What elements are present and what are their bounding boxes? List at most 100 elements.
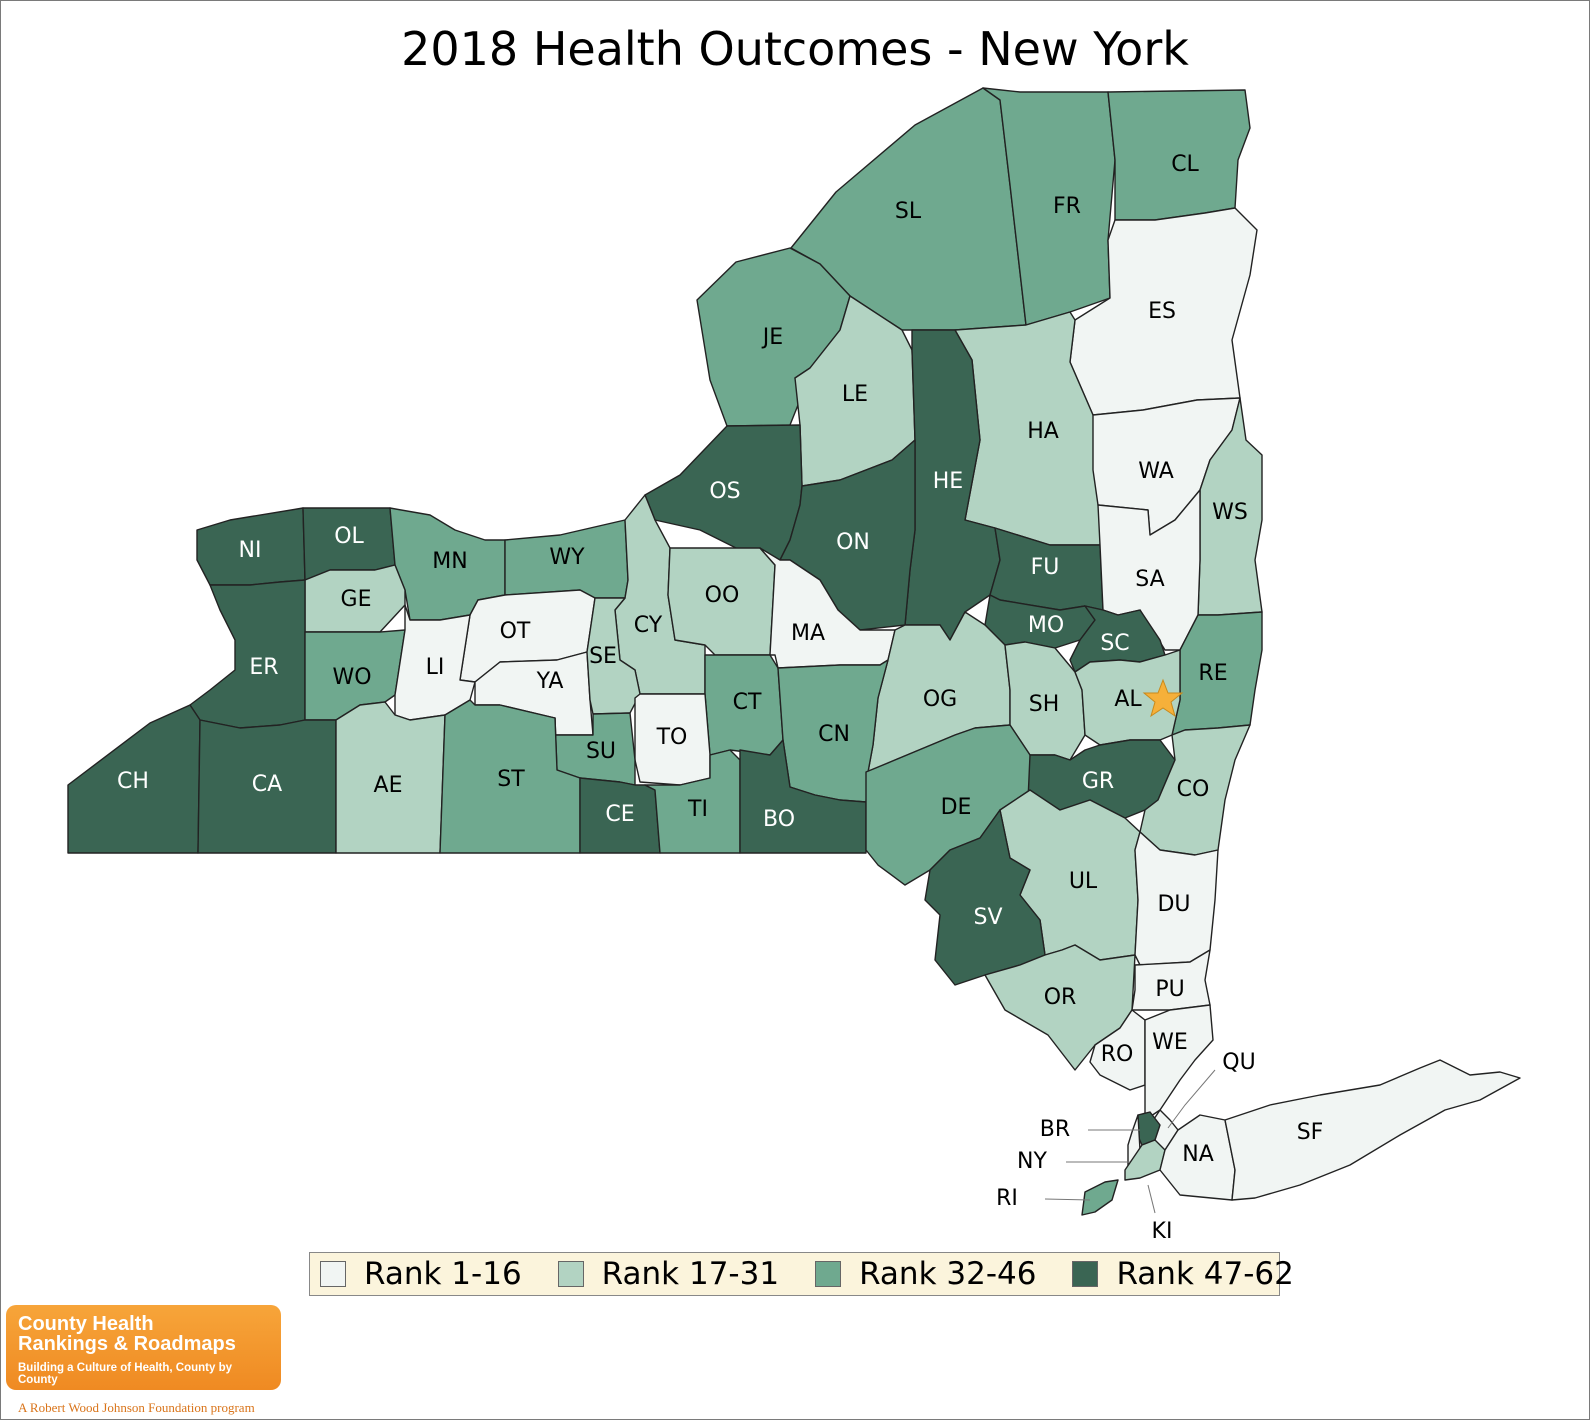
- county-or: [984, 944, 1136, 1071]
- county-label-mn: MN: [432, 549, 467, 574]
- legend-swatch: [320, 1261, 346, 1287]
- legend-label: Rank 17-31: [601, 1256, 780, 1292]
- legend-swatch: [815, 1261, 842, 1287]
- county-label-ol: OL: [334, 524, 364, 549]
- leader-line: [1147, 1184, 1156, 1214]
- county-bo: [739, 739, 867, 854]
- legend-label: Rank 32-46: [859, 1256, 1037, 1292]
- logo-line-2: Rankings & Roadmaps: [18, 1333, 236, 1355]
- leader-line: [1167, 1069, 1216, 1129]
- county-label-na: NA: [1182, 1142, 1214, 1167]
- county-label-og: OG: [923, 687, 957, 712]
- legend-swatch: [1072, 1261, 1099, 1287]
- county-label-fu: FU: [1031, 555, 1060, 580]
- county-label-cy: CY: [634, 613, 663, 638]
- county-label-ws: WS: [1212, 500, 1248, 525]
- logo-line-1: County Health: [18, 1313, 154, 1335]
- county-label-wy: WY: [549, 545, 585, 570]
- county-label-ce: CE: [605, 802, 634, 827]
- county-label-ul: UL: [1069, 869, 1098, 894]
- county-label-ya: YA: [536, 669, 564, 694]
- county-sv: [924, 809, 1046, 986]
- legend-label: Rank 47-62: [1116, 1256, 1294, 1292]
- county-ca: [197, 719, 337, 854]
- county-label-on: ON: [836, 530, 870, 555]
- county-label-ni: NI: [239, 538, 262, 563]
- county-label-es: ES: [1148, 299, 1176, 324]
- county-sh: [1004, 641, 1086, 761]
- county-st: [439, 699, 581, 854]
- county-label-cl: CL: [1171, 152, 1199, 177]
- county-label-de: DE: [941, 795, 972, 820]
- county-label-qu: QU: [1222, 1050, 1255, 1075]
- county-label-su: SU: [586, 739, 616, 764]
- legend-item-rank-47-62: Rank 47-62: [1072, 1256, 1294, 1292]
- county-ny: [1127, 1114, 1141, 1169]
- county-label-he: HE: [933, 469, 963, 494]
- county-label-cn: CN: [818, 722, 850, 747]
- county-label-sh: SH: [1029, 692, 1060, 717]
- county-label-le: LE: [842, 382, 868, 407]
- county-label-fr: FR: [1053, 194, 1081, 219]
- legend-item-rank-17-31: Rank 17-31: [557, 1256, 780, 1292]
- county-label-du: DU: [1157, 892, 1190, 917]
- county-ti: [644, 749, 741, 854]
- county-label-re: RE: [1198, 661, 1227, 686]
- county-sf: [1224, 1059, 1521, 1201]
- county-label-or: OR: [1044, 985, 1077, 1010]
- county-label-ge: GE: [341, 587, 372, 612]
- county-health-rankings-logo: County Health Rankings & Roadmaps Buildi…: [6, 1305, 281, 1390]
- county-co: [1139, 724, 1251, 856]
- county-label-sc: SC: [1100, 631, 1129, 656]
- county-ri: [1081, 1179, 1119, 1216]
- county-label-sf: SF: [1297, 1120, 1324, 1145]
- legend-label: Rank 1-16: [364, 1256, 522, 1292]
- county-we: [1144, 1004, 1214, 1121]
- county-label-pu: PU: [1155, 977, 1184, 1002]
- legend-item-rank-1-16: Rank 1-16: [320, 1256, 522, 1292]
- county-label-ki: KI: [1152, 1219, 1173, 1244]
- county-label-os: OS: [709, 479, 740, 504]
- county-label-mo: MO: [1028, 613, 1064, 638]
- county-label-ot: OT: [500, 619, 531, 644]
- county-label-oo: OO: [705, 583, 740, 608]
- county-label-ro: RO: [1101, 1042, 1134, 1067]
- county-label-co: CO: [1177, 777, 1210, 802]
- county-al: [1074, 649, 1181, 746]
- county-er: [189, 579, 306, 729]
- map-legend: Rank 1-16 Rank 17-31 Rank 32-46 Rank 47-…: [309, 1252, 1294, 1296]
- county-label-sl: SL: [895, 199, 922, 224]
- county-label-al: AL: [1114, 687, 1142, 712]
- legend-item-rank-32-46: Rank 32-46: [815, 1256, 1036, 1292]
- county-ae: [335, 701, 446, 854]
- county-label-er: ER: [249, 655, 278, 680]
- county-label-ca: CA: [252, 772, 282, 797]
- map-title: 2018 Health Outcomes - New York: [401, 22, 1189, 76]
- star-icon: [1142, 678, 1184, 718]
- county-label-ae: AE: [374, 773, 403, 798]
- county-label-sv: SV: [973, 905, 1002, 930]
- county-label-gr: GR: [1082, 769, 1114, 794]
- county-label-je: JE: [761, 325, 783, 350]
- county-label-ha: HA: [1027, 419, 1059, 444]
- legend-swatch: [557, 1261, 584, 1287]
- county-label-se: SE: [589, 644, 617, 669]
- county-label-bo: BO: [763, 807, 795, 832]
- county-label-ct: CT: [733, 690, 762, 715]
- county-label-sa: SA: [1135, 567, 1164, 592]
- logo-subtitle: A Robert Wood Johnson Foundation program: [18, 1400, 255, 1415]
- county-label-we: WE: [1152, 1030, 1188, 1055]
- county-label-ma: MA: [791, 621, 825, 646]
- county-label-ch: CH: [117, 769, 149, 794]
- county-label-to: TO: [656, 725, 688, 750]
- county-label-st: ST: [497, 767, 525, 792]
- county-label-li: LI: [426, 655, 445, 680]
- county-ro: [1089, 1009, 1146, 1091]
- county-label-wa: WA: [1138, 459, 1174, 484]
- county-label-ri: RI: [996, 1186, 1018, 1211]
- county-label-ny: NY: [1017, 1149, 1047, 1174]
- county-label-br: BR: [1040, 1117, 1070, 1142]
- logo-tagline: Building a Culture of Health, County by …: [18, 1362, 233, 1386]
- county-label-wo: WO: [332, 665, 371, 690]
